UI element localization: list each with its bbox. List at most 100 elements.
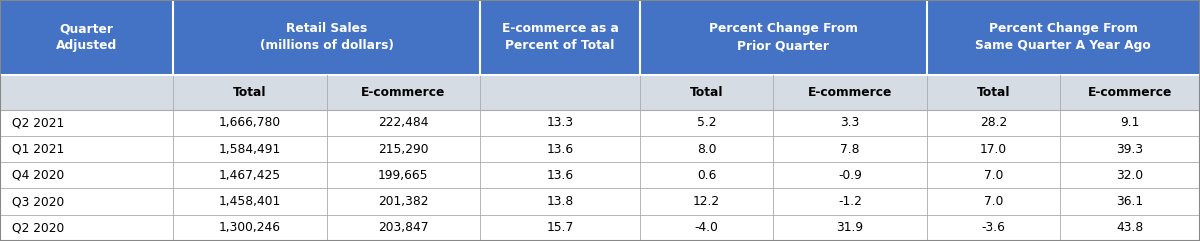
Text: 13.3: 13.3 xyxy=(546,116,574,129)
Bar xyxy=(640,162,773,188)
Text: Percent Change From
Prior Quarter: Percent Change From Prior Quarter xyxy=(709,22,858,52)
Bar xyxy=(0,0,173,75)
Bar xyxy=(173,136,326,162)
Bar xyxy=(1060,75,1200,110)
Bar xyxy=(173,162,326,188)
Text: -4.0: -4.0 xyxy=(695,221,719,234)
Text: E-commerce: E-commerce xyxy=(808,86,892,99)
Bar xyxy=(0,215,173,241)
Bar xyxy=(773,215,926,241)
Bar xyxy=(640,0,926,75)
Bar xyxy=(926,136,1060,162)
Text: 13.6: 13.6 xyxy=(546,169,574,182)
Text: 13.8: 13.8 xyxy=(546,195,574,208)
Bar xyxy=(926,0,1200,75)
Text: Total: Total xyxy=(977,86,1010,99)
Text: -1.2: -1.2 xyxy=(838,195,862,208)
Text: 199,665: 199,665 xyxy=(378,169,428,182)
Text: 39.3: 39.3 xyxy=(1116,143,1144,155)
Text: 215,290: 215,290 xyxy=(378,143,428,155)
Bar xyxy=(326,215,480,241)
Bar xyxy=(926,75,1060,110)
Text: 1,467,425: 1,467,425 xyxy=(218,169,281,182)
Bar xyxy=(1060,162,1200,188)
Bar xyxy=(0,188,173,215)
Bar xyxy=(773,162,926,188)
Bar xyxy=(1060,215,1200,241)
Bar xyxy=(326,110,480,136)
Text: Total: Total xyxy=(690,86,724,99)
Bar xyxy=(326,75,480,110)
Bar xyxy=(926,215,1060,241)
Bar xyxy=(773,136,926,162)
Bar xyxy=(773,110,926,136)
Bar xyxy=(1060,188,1200,215)
Bar xyxy=(173,75,326,110)
Bar xyxy=(1060,136,1200,162)
Text: 32.0: 32.0 xyxy=(1116,169,1144,182)
Bar xyxy=(480,162,640,188)
Bar xyxy=(173,215,326,241)
Bar xyxy=(480,0,640,75)
Bar xyxy=(0,75,173,110)
Text: 1,458,401: 1,458,401 xyxy=(218,195,281,208)
Bar xyxy=(640,215,773,241)
Text: 1,584,491: 1,584,491 xyxy=(218,143,281,155)
Bar xyxy=(326,136,480,162)
Bar xyxy=(480,215,640,241)
Bar xyxy=(480,75,640,110)
Text: Total: Total xyxy=(233,86,266,99)
Text: 0.6: 0.6 xyxy=(697,169,716,182)
Text: 17.0: 17.0 xyxy=(979,143,1007,155)
Text: 9.1: 9.1 xyxy=(1121,116,1140,129)
Bar xyxy=(773,188,926,215)
Bar xyxy=(773,75,926,110)
Text: 3.3: 3.3 xyxy=(840,116,859,129)
Bar xyxy=(640,110,773,136)
Bar xyxy=(640,136,773,162)
Bar xyxy=(926,188,1060,215)
Text: E-commerce: E-commerce xyxy=(361,86,445,99)
Text: -0.9: -0.9 xyxy=(838,169,862,182)
Text: Q4 2020: Q4 2020 xyxy=(12,169,65,182)
Text: 203,847: 203,847 xyxy=(378,221,428,234)
Text: 28.2: 28.2 xyxy=(979,116,1007,129)
Text: Q1 2021: Q1 2021 xyxy=(12,143,65,155)
Bar xyxy=(173,0,480,75)
Bar xyxy=(480,188,640,215)
Text: Q3 2020: Q3 2020 xyxy=(12,195,65,208)
Text: 31.9: 31.9 xyxy=(836,221,864,234)
Bar xyxy=(640,188,773,215)
Text: 1,300,246: 1,300,246 xyxy=(220,221,281,234)
Text: Q2 2021: Q2 2021 xyxy=(12,116,65,129)
Text: Percent Change From
Same Quarter A Year Ago: Percent Change From Same Quarter A Year … xyxy=(976,22,1151,52)
Text: 5.2: 5.2 xyxy=(697,116,716,129)
Bar xyxy=(640,75,773,110)
Text: 43.8: 43.8 xyxy=(1116,221,1144,234)
Text: E-commerce: E-commerce xyxy=(1088,86,1172,99)
Text: 15.7: 15.7 xyxy=(546,221,574,234)
Text: -3.6: -3.6 xyxy=(982,221,1006,234)
Text: 36.1: 36.1 xyxy=(1116,195,1144,208)
Text: Q2 2020: Q2 2020 xyxy=(12,221,65,234)
Text: 7.0: 7.0 xyxy=(984,195,1003,208)
Bar xyxy=(326,188,480,215)
Text: 12.2: 12.2 xyxy=(694,195,720,208)
Bar xyxy=(1060,110,1200,136)
Text: Retail Sales
(millions of dollars): Retail Sales (millions of dollars) xyxy=(259,22,394,52)
Bar xyxy=(173,188,326,215)
Bar xyxy=(173,110,326,136)
Text: 7.8: 7.8 xyxy=(840,143,859,155)
Text: 222,484: 222,484 xyxy=(378,116,428,129)
Text: Quarter
Adjusted: Quarter Adjusted xyxy=(56,22,118,52)
Bar xyxy=(0,136,173,162)
Text: 201,382: 201,382 xyxy=(378,195,428,208)
Bar xyxy=(0,162,173,188)
Text: E-commerce as a
Percent of Total: E-commerce as a Percent of Total xyxy=(502,22,618,52)
Bar xyxy=(0,110,173,136)
Bar xyxy=(480,136,640,162)
Bar xyxy=(926,110,1060,136)
Text: 8.0: 8.0 xyxy=(697,143,716,155)
Text: 7.0: 7.0 xyxy=(984,169,1003,182)
Bar xyxy=(326,162,480,188)
